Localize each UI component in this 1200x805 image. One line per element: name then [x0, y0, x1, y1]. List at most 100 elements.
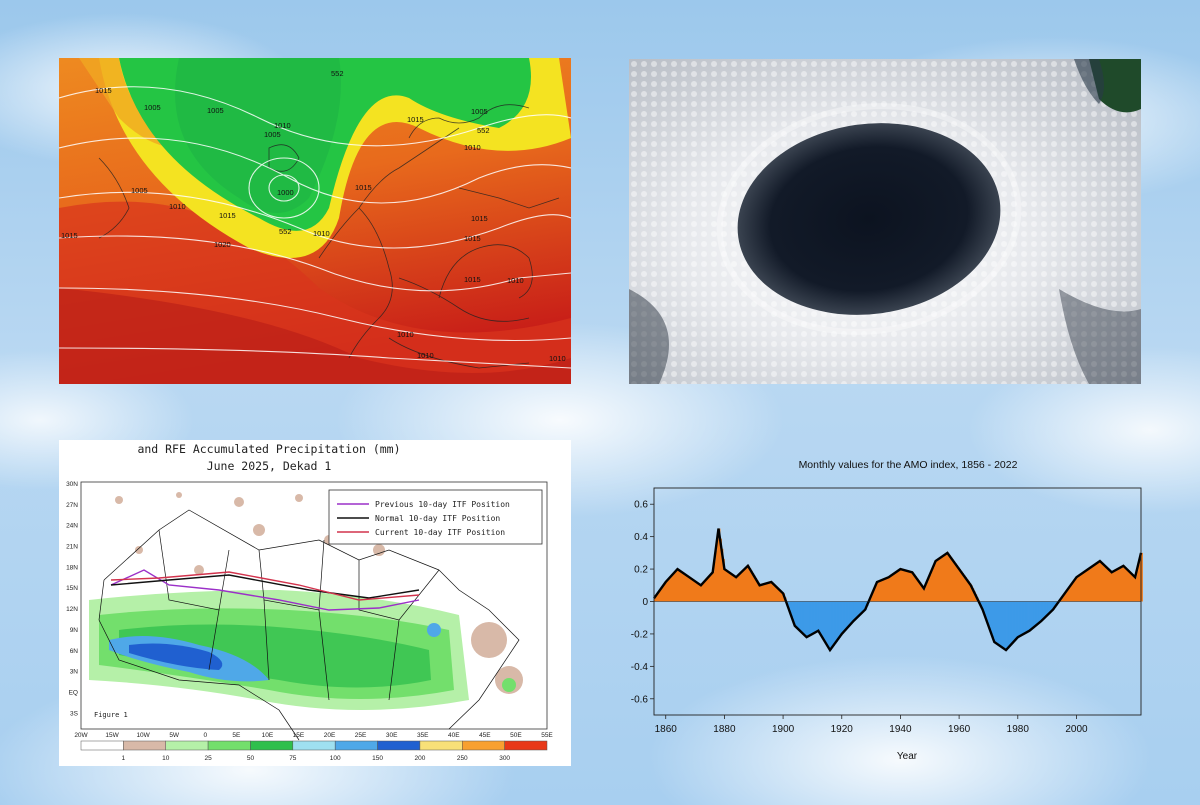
amo-bar	[740, 572, 743, 602]
amo-bar	[775, 586, 778, 602]
x-tick-label: 1900	[772, 724, 795, 735]
amo-bar	[696, 582, 699, 602]
amo-bar	[746, 567, 749, 602]
amo-bar	[816, 601, 819, 632]
scale-swatch	[377, 740, 421, 751]
x-axis-label: Year	[897, 751, 918, 762]
amo-bar	[881, 580, 884, 602]
amo-bar	[690, 578, 693, 602]
lon-tick-label: 0	[203, 732, 207, 739]
amo-bar	[953, 560, 956, 602]
amo-bar	[942, 555, 945, 602]
smoothed-series-line	[653, 528, 1143, 653]
amo-bar	[872, 592, 875, 602]
amo-bar	[948, 554, 951, 602]
amo-bar	[736, 577, 739, 602]
amo-bar	[759, 585, 762, 602]
amo-bar	[981, 601, 983, 607]
amo-bar	[733, 575, 736, 602]
amo-bar	[687, 576, 690, 602]
amo-bar	[1089, 568, 1092, 602]
amo-bar	[907, 571, 910, 602]
amo-bar	[954, 562, 957, 602]
amo-bar	[1126, 568, 1129, 602]
amo-bar	[728, 572, 731, 602]
scale-swatch	[165, 740, 209, 751]
amo-bar	[904, 570, 907, 602]
amo-bar	[934, 564, 937, 602]
lat-tick-label: 24N	[66, 523, 78, 530]
amo-bar	[774, 584, 777, 602]
amo-bar	[1064, 593, 1067, 602]
x-tick-label: 1880	[713, 724, 736, 735]
amo-bar	[903, 569, 906, 602]
amo-bar	[871, 595, 873, 602]
isobar-label: 1010	[417, 351, 434, 360]
amo-bar	[1092, 566, 1095, 602]
legend-current-itf: Current 10-day ITF Position	[375, 528, 505, 537]
amo-bar	[1110, 570, 1113, 602]
amo-bar	[724, 569, 727, 602]
amo-bar	[654, 598, 656, 602]
amo-bar	[1141, 552, 1143, 602]
x-tick-label: 1960	[948, 724, 971, 735]
amo-bar	[753, 575, 756, 602]
itf-legend	[328, 489, 543, 545]
amo-bar	[970, 585, 973, 602]
amo-bar	[791, 601, 794, 618]
amo-bar	[847, 601, 850, 628]
isobar-label: 1015	[355, 183, 372, 192]
amo-bar	[659, 590, 662, 602]
amo-bar	[698, 583, 700, 602]
amo-bar	[1014, 601, 1017, 641]
amo-bar	[787, 601, 790, 606]
amo-bar	[901, 569, 904, 602]
amo-bar	[928, 578, 931, 602]
lon-tick-label: 25E	[355, 732, 367, 739]
amo-bar	[1066, 591, 1069, 602]
amo-bar	[1060, 599, 1063, 602]
amo-bar	[972, 588, 975, 602]
amo-bar	[727, 571, 730, 602]
lat-tick-label: EQ	[69, 689, 78, 696]
amo-bar	[941, 556, 944, 602]
amo-bar	[1082, 573, 1085, 602]
amo-bar	[830, 601, 832, 651]
amo-bar	[1086, 570, 1089, 602]
amo-bar	[825, 601, 828, 643]
amo-bar	[822, 601, 825, 638]
amo-bar	[700, 585, 703, 602]
amo-bar	[1107, 568, 1110, 602]
amo-bar	[997, 601, 1000, 645]
lon-tick-label: 30E	[386, 732, 398, 739]
amo-bar	[897, 571, 900, 602]
amo-bar	[705, 580, 708, 602]
amo-bar	[718, 528, 721, 602]
amo-bar	[821, 601, 824, 636]
amo-bar	[1025, 601, 1027, 634]
scale-swatch	[80, 740, 124, 751]
amo-bar	[1026, 601, 1029, 633]
amo-bar	[852, 601, 854, 623]
lat-tick-label: 9N	[70, 627, 79, 634]
isobar-label: 1010	[169, 202, 186, 211]
amo-bar	[743, 570, 746, 602]
scale-swatch	[250, 740, 294, 751]
lat-tick-label: 6N	[70, 648, 79, 655]
amo-bar	[655, 596, 658, 602]
amo-bar	[772, 583, 775, 602]
amo-bar	[747, 565, 750, 602]
amo-bar	[1051, 601, 1054, 612]
amo-bar	[758, 582, 761, 602]
amo-bar	[1070, 585, 1073, 602]
isobar-label: 1005	[264, 130, 281, 139]
amo-bar	[985, 601, 988, 618]
amo-bar	[677, 569, 680, 602]
amo-bar	[681, 572, 684, 602]
amo-bar	[1022, 601, 1025, 635]
lat-tick-label: 3S	[70, 710, 79, 717]
isobar-label: 1015	[407, 115, 424, 124]
isobar-label: 1010	[507, 276, 524, 285]
amo-bar	[956, 565, 959, 602]
amo-bar	[831, 601, 834, 649]
